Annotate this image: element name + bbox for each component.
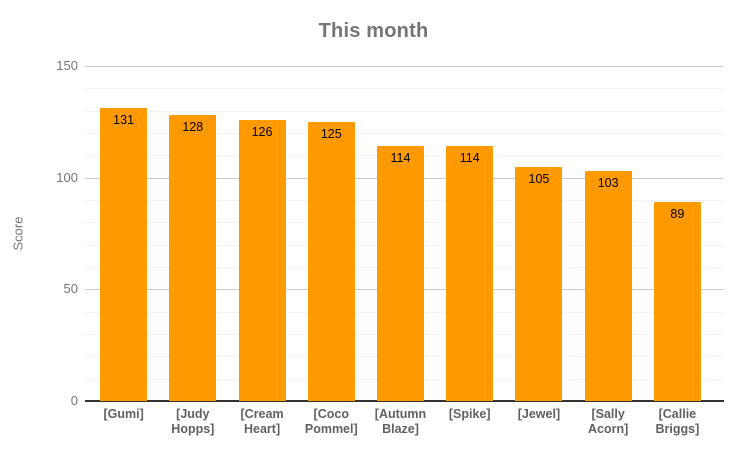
bar-spike[interactable]: 114 [446, 146, 494, 401]
bar-value-label: 126 [251, 124, 273, 139]
y-axis-ticks: 0 50 100 150 [0, 59, 78, 408]
bar-judy-hopps[interactable]: 128 [169, 115, 217, 401]
bar-slot: 125 [297, 66, 366, 401]
y-tick-label: 0 [70, 393, 78, 408]
bar-value-label: 103 [597, 175, 619, 190]
y-tick-label: 100 [56, 169, 78, 185]
bar-callie-briggs[interactable]: 89 [653, 202, 701, 401]
bar-slot: 114 [435, 66, 504, 401]
x-category-label: [Jewel] [517, 407, 561, 421]
x-category-label: [Cream Heart] [240, 407, 284, 436]
bars-container: 131 128 126 125 114 114 105 103 89 [89, 66, 712, 401]
y-tick-label: 150 [56, 58, 78, 73]
x-category-label: [Callie Briggs] [655, 407, 700, 436]
x-category-label: [Sally Acorn] [588, 407, 629, 436]
bar-value-label: 114 [390, 151, 411, 166]
bar-slot: 105 [504, 66, 573, 401]
x-category-label: [Judy Hopps] [171, 407, 215, 436]
bar-coco-pommel[interactable]: 125 [307, 121, 355, 401]
bar-gumi[interactable]: 131 [100, 108, 148, 401]
x-category-label: [Coco Pommel] [304, 407, 358, 436]
bar-jewel[interactable]: 105 [515, 166, 563, 401]
major-gridline [85, 66, 724, 67]
bar-sally-acorn[interactable]: 103 [584, 170, 632, 401]
bar-value-label: 131 [113, 113, 135, 128]
chart-title: This month [318, 20, 429, 42]
bar-slot: 126 [227, 66, 296, 401]
bar-autumn-blaze[interactable]: 114 [376, 146, 424, 401]
bar-value-label: 114 [459, 151, 480, 166]
bar-value-label: 128 [182, 120, 204, 135]
y-tick-label: 50 [63, 281, 78, 297]
bar-value-label: 105 [528, 171, 550, 186]
bar-slot: 103 [574, 66, 643, 401]
minor-gridline [85, 88, 724, 90]
bar-slot: 131 [89, 66, 158, 401]
x-axis-labels: [Gumi] [Judy Hopps] [Cream Heart] [Coco Pom… [89, 407, 712, 447]
bar-cream-heart[interactable]: 126 [238, 119, 286, 401]
bar-slot: 89 [643, 66, 712, 401]
bar-slot: 128 [158, 66, 227, 401]
x-category-label: [Autumn Blaze] [374, 407, 427, 436]
bar-value-label: 125 [320, 126, 342, 141]
x-category-label: [Gumi] [103, 407, 144, 421]
bar-value-label: 89 [670, 207, 685, 222]
x-category-label: [Spike] [448, 407, 491, 421]
bar-slot: 114 [366, 66, 435, 401]
minor-gridline [85, 133, 724, 134]
x-axis-baseline [85, 400, 724, 402]
minor-gridline [85, 110, 724, 112]
